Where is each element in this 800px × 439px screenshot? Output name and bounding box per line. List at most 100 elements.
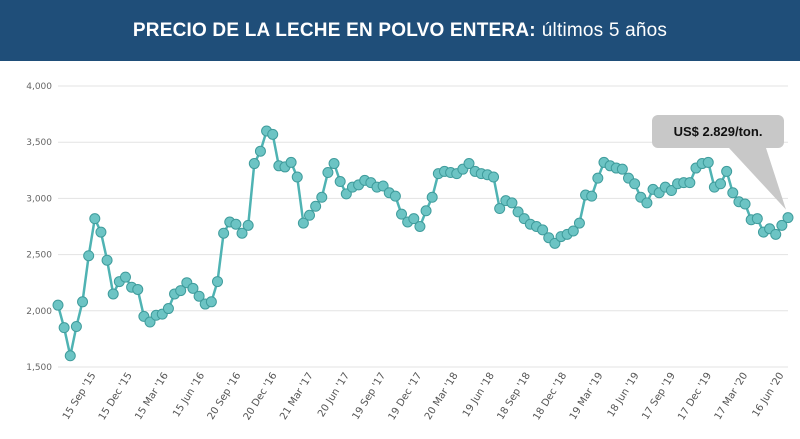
chart-title-light: últimos 5 años bbox=[541, 19, 668, 41]
data-point bbox=[205, 296, 217, 308]
data-point bbox=[377, 180, 389, 192]
data-point bbox=[782, 212, 794, 224]
y-tick-label: 2,500 bbox=[26, 251, 52, 261]
data-point bbox=[494, 203, 506, 215]
data-point bbox=[175, 285, 187, 297]
data-point bbox=[727, 187, 739, 199]
data-point bbox=[414, 221, 426, 232]
y-tick-label: 3,500 bbox=[26, 138, 52, 148]
data-point bbox=[463, 158, 475, 170]
data-point bbox=[70, 321, 82, 333]
x-tick-label: 16 Jun '20 bbox=[751, 371, 787, 419]
data-point bbox=[426, 191, 438, 203]
data-point bbox=[267, 128, 279, 140]
y-tick-label: 2,000 bbox=[26, 307, 52, 317]
x-tick-label: 15 Sep '15 bbox=[61, 371, 99, 422]
data-point bbox=[770, 228, 782, 240]
data-point bbox=[549, 237, 561, 249]
price-line-chart: 1,500 2,000 2,500 3,000 3,500 4,000 15 Sep '1… bbox=[26, 82, 794, 423]
x-tick-label: 15 Mar '16 bbox=[133, 371, 171, 422]
data-point bbox=[248, 158, 260, 170]
y-tick-label: 1,500 bbox=[26, 363, 52, 373]
data-point bbox=[162, 303, 174, 315]
data-point bbox=[721, 165, 733, 177]
data-point bbox=[322, 167, 334, 179]
data-point bbox=[291, 171, 303, 183]
data-point bbox=[58, 322, 70, 334]
data-point bbox=[64, 350, 76, 362]
data-point bbox=[144, 316, 156, 328]
data-point bbox=[739, 198, 751, 210]
x-tick-label: 20 Dec '16 bbox=[242, 371, 280, 423]
data-point bbox=[77, 296, 89, 308]
x-tick-label: 20 Jun '17 bbox=[316, 371, 352, 419]
y-axis-ticks: 1,500 2,000 2,500 3,000 3,500 4,000 bbox=[26, 82, 52, 373]
data-point bbox=[512, 206, 524, 218]
data-point bbox=[310, 200, 322, 212]
data-point bbox=[665, 185, 677, 197]
data-point bbox=[101, 254, 113, 266]
data-point bbox=[408, 213, 420, 225]
x-tick-label: 17 Sep '19 bbox=[640, 371, 678, 422]
data-point bbox=[328, 158, 340, 170]
data-point bbox=[193, 290, 205, 302]
series-line bbox=[56, 129, 789, 358]
data-point bbox=[242, 219, 254, 231]
series-line-layer bbox=[56, 129, 789, 358]
x-tick-label: 19 Dec '17 bbox=[387, 371, 425, 423]
data-point bbox=[715, 178, 727, 190]
data-point bbox=[304, 209, 316, 221]
callout-box bbox=[652, 115, 784, 148]
data-point bbox=[334, 176, 346, 188]
data-point bbox=[573, 217, 585, 229]
data-point bbox=[89, 213, 101, 225]
x-tick-label: 17 Mar '20 bbox=[713, 371, 751, 422]
x-tick-label: 18 Sep '18 bbox=[495, 371, 533, 422]
chart-title-bold: PRECIO DE LA LECHE EN POLVO ENTERA: bbox=[132, 19, 536, 41]
x-tick-label: 15 Dec '15 bbox=[97, 371, 135, 423]
data-point bbox=[629, 178, 641, 190]
x-tick-label: 19 Sep '17 bbox=[351, 371, 389, 422]
data-point bbox=[285, 156, 297, 168]
data-point bbox=[488, 171, 500, 183]
data-point bbox=[187, 282, 199, 294]
y-tick-label: 3,000 bbox=[26, 194, 52, 204]
x-tick-label: 20 Mar '18 bbox=[423, 371, 461, 422]
data-point bbox=[230, 218, 242, 230]
data-point bbox=[420, 205, 432, 217]
data-point bbox=[218, 227, 230, 239]
data-point bbox=[389, 190, 401, 202]
data-point bbox=[567, 225, 579, 237]
data-point bbox=[95, 226, 107, 238]
data-point bbox=[297, 217, 309, 229]
data-point bbox=[684, 177, 696, 189]
data-point bbox=[751, 213, 763, 225]
x-tick-label: 19 Mar '19 bbox=[568, 371, 606, 422]
y-tick-label: 4,000 bbox=[26, 82, 52, 92]
gridlines bbox=[58, 85, 788, 368]
x-tick-label: 18 Dec '18 bbox=[531, 371, 569, 423]
data-point bbox=[119, 271, 131, 283]
data-point bbox=[132, 283, 144, 295]
data-point bbox=[316, 191, 328, 203]
x-tick-label: 17 Dec '19 bbox=[676, 371, 714, 423]
data-point bbox=[340, 188, 352, 200]
callout-label: US$ 2.829/ton. bbox=[674, 124, 763, 139]
series-markers bbox=[52, 125, 794, 362]
data-point bbox=[254, 145, 266, 157]
data-point bbox=[616, 163, 628, 175]
data-point bbox=[702, 156, 714, 168]
x-tick-label: 18 Jun '19 bbox=[606, 371, 642, 419]
data-point bbox=[506, 197, 518, 209]
data-point bbox=[236, 227, 248, 239]
data-point bbox=[537, 224, 549, 236]
x-tick-label: 21 Mar '17 bbox=[278, 371, 316, 422]
data-point bbox=[107, 288, 119, 300]
data-point bbox=[641, 197, 653, 209]
data-point bbox=[83, 250, 95, 262]
chart-title-banner: PRECIO DE LA LECHE EN POLVO ENTERA: últi… bbox=[0, 0, 800, 61]
x-tick-label: 15 Jun '16 bbox=[171, 371, 207, 419]
data-point bbox=[586, 190, 598, 202]
x-tick-label: 20 Sep '16 bbox=[206, 371, 244, 422]
